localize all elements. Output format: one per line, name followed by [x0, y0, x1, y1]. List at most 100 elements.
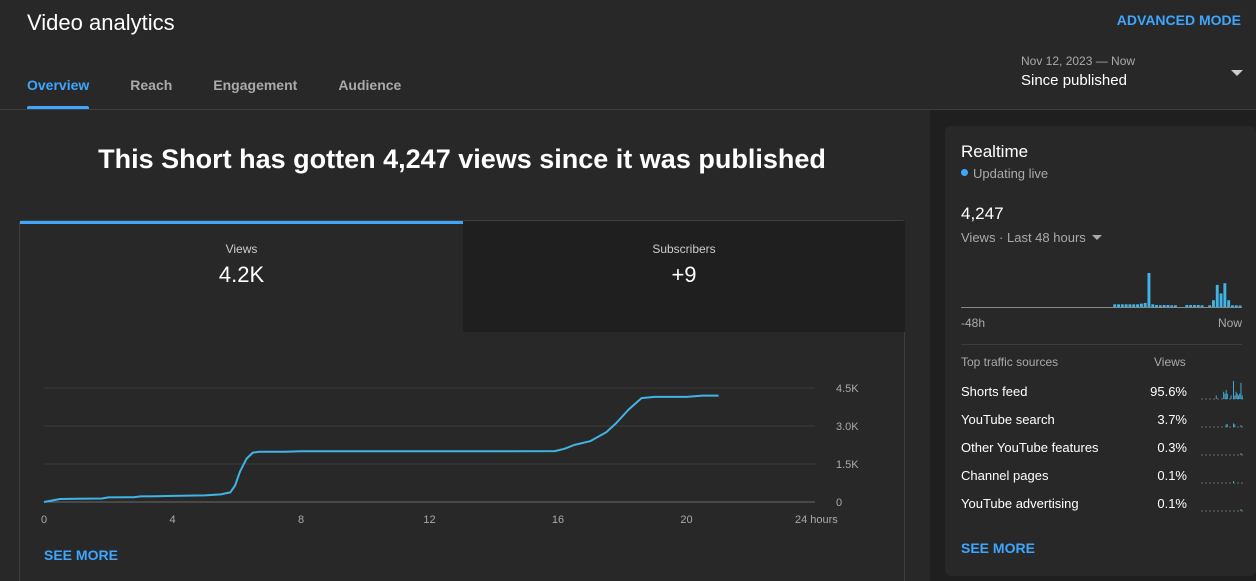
traffic-source-name: Channel pages [961, 468, 1049, 483]
sparkline-bar [1234, 395, 1236, 399]
sparkline-bar [1239, 393, 1241, 399]
realtime-bar [1174, 305, 1177, 307]
tab-reach[interactable]: Reach [130, 77, 173, 93]
sparkline-bar [1240, 382, 1242, 399]
see-more-link[interactable]: SEE MORE [44, 547, 118, 563]
sparkline-bar [1224, 393, 1226, 399]
metric-value: +9 [671, 262, 697, 287]
traffic-source-percent: 0.1% [1157, 468, 1187, 483]
realtime-bar [1196, 305, 1200, 307]
realtime-bar [1238, 305, 1242, 307]
traffic-source-name: Shorts feed [961, 384, 1028, 399]
live-status: Updating live [961, 166, 1048, 181]
realtime-bar [1200, 305, 1204, 307]
realtime-see-more-link[interactable]: SEE MORE [961, 540, 1035, 556]
realtime-bar [1117, 304, 1120, 307]
traffic-source-name: YouTube search [961, 412, 1055, 427]
views-line-chart: 0 1.5K 3.0K 4.5K 0 4 8 12 16 20 24 hours [41, 383, 859, 526]
realtime-bar [1231, 305, 1234, 307]
realtime-bar [1166, 305, 1170, 307]
traffic-source-row: Other YouTube features 0.3% [961, 440, 1243, 460]
caret-down-icon [1231, 70, 1243, 76]
metric-views-tab[interactable]: Views 4.2K [20, 221, 463, 332]
metric-value: 4.2K [218, 262, 265, 287]
realtime-title: Realtime [961, 142, 1029, 161]
traffic-source-sparkline [1201, 453, 1243, 456]
realtime-bar [1132, 304, 1136, 307]
sparkline-bar [1234, 424, 1236, 427]
advanced-mode-button[interactable]: ADVANCED MODE [1116, 12, 1241, 28]
live-status-text: Updating live [973, 166, 1049, 181]
traffic-source-percent: 0.1% [1157, 496, 1187, 511]
traffic-source-row: Channel pages 0.1% [961, 468, 1243, 488]
traffic-source-row: YouTube search 3.7% [961, 412, 1243, 432]
sparkline-bar [1233, 423, 1234, 427]
x-tick-label: 0 [41, 514, 47, 526]
sparkline-bar [1226, 393, 1228, 399]
sparkline-bar [1241, 395, 1243, 399]
realtime-bar [1193, 305, 1196, 307]
x-tick-label: 20 [680, 514, 692, 526]
realtime-bar [1120, 304, 1124, 307]
realtime-bar [1155, 305, 1158, 307]
sparkline-bar [1233, 381, 1234, 399]
realtime-bar [1219, 293, 1223, 307]
tab-overview[interactable]: Overview [27, 77, 90, 109]
sparkline-bar [1215, 395, 1217, 399]
realtime-card: Realtime Updating live 4,247 Views · Las… [945, 126, 1256, 576]
tab-audience[interactable]: Audience [338, 77, 402, 93]
realtime-bar [1227, 300, 1231, 307]
sparkline-bar [1236, 393, 1238, 399]
realtime-bar [1185, 305, 1189, 307]
traffic-source-row: Shorts feed 95.6% [961, 381, 1243, 404]
y-tick-label: 0 [836, 497, 842, 509]
date-range-label: Since published [1021, 72, 1127, 89]
realtime-bar [1234, 305, 1238, 307]
realtime-bar-chart [961, 273, 1242, 308]
realtime-bar [1170, 305, 1174, 307]
sparkline-bar [1233, 481, 1234, 483]
traffic-source-percent: 95.6% [1150, 384, 1187, 399]
traffic-source-row: YouTube advertising 0.1% [961, 496, 1243, 516]
traffic-source-sparkline [1201, 423, 1243, 428]
realtime-bar [1208, 305, 1212, 307]
traffic-source-sparkline [1201, 509, 1243, 512]
page-title: Video analytics [27, 10, 175, 35]
tab-engagement[interactable]: Engagement [213, 77, 298, 93]
sparkline-bar [1230, 395, 1232, 399]
sparkline-bar [1240, 425, 1242, 427]
realtime-bar [1189, 305, 1193, 307]
x-tick-label: 12 [423, 514, 435, 526]
headline: This Short has gotten 4,247 views since … [98, 144, 826, 174]
date-range-picker[interactable]: Nov 12, 2023 — Now Since published [1021, 54, 1243, 89]
realtime-bar [1143, 302, 1147, 307]
traffic-source-sparkline [1201, 381, 1243, 400]
divider [961, 344, 1242, 345]
traffic-sources-header: Top traffic sources [961, 355, 1059, 369]
realtime-bar [1124, 304, 1128, 307]
sparkline-bar [1226, 424, 1228, 427]
sparkline-bar [1240, 453, 1242, 455]
traffic-source-percent: 0.3% [1157, 440, 1187, 455]
sparkline-bar [1240, 509, 1242, 511]
realtime-bar [1158, 305, 1162, 307]
realtime-view-count: 4,247 [961, 204, 1004, 223]
y-tick-label: 3.0K [836, 421, 859, 433]
y-tick-label: 1.5K [836, 459, 859, 471]
views-series-line [43, 394, 719, 503]
x-tick-label: 8 [298, 514, 304, 526]
metric-label: Subscribers [652, 242, 716, 256]
sparkline-bar [1225, 390, 1227, 399]
realtime-bar [1128, 304, 1132, 307]
realtime-bar [1147, 273, 1151, 307]
sparkline-bar [1238, 395, 1239, 399]
date-range-text: Nov 12, 2023 — Now [1021, 54, 1136, 68]
caret-down-icon [1091, 235, 1102, 240]
traffic-source-name: YouTube advertising [961, 496, 1079, 511]
axis-end-label: Now [1217, 316, 1242, 330]
realtime-bar [1212, 300, 1215, 307]
metric-subscribers-tab[interactable]: Subscribers +9 [463, 221, 905, 332]
period-dropdown[interactable]: Views · Last 48 hours [961, 230, 1102, 245]
tab-bar: Overview Reach Engagement Audience [27, 77, 442, 109]
traffic-source-sparkline [1201, 481, 1243, 484]
